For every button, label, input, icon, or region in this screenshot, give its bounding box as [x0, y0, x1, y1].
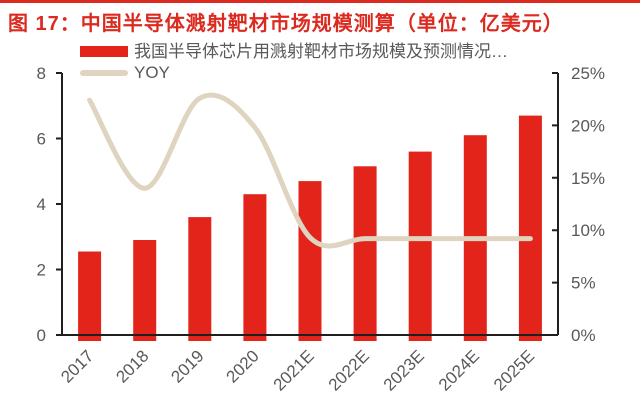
- right-axis-tick-label: 5%: [571, 274, 596, 293]
- axes: [56, 72, 559, 336]
- yoy-line: [87, 92, 533, 249]
- left-axis-tick-label: 4: [37, 195, 46, 214]
- top-rule: [0, 0, 640, 3]
- left-axis-tick-label: 8: [37, 64, 46, 83]
- bar-2025E: [518, 115, 542, 341]
- left-axis-tick-label: 2: [37, 261, 46, 280]
- bar-2017: [78, 251, 102, 341]
- legend-line-swatch-icon: [80, 69, 128, 76]
- x-axis-label-2022E: 2022E: [325, 346, 373, 394]
- left-axis-tick-label: 0: [37, 326, 46, 345]
- x-axis-label-2018: 2018: [112, 346, 152, 386]
- legend-item-bar: 我国半导体芯片用溅射靶材市场规模及预测情况…: [80, 41, 508, 62]
- bar-2019: [188, 217, 212, 341]
- x-axis-label-2021E: 2021E: [270, 346, 318, 394]
- right-axis-tick-label: 15%: [571, 169, 605, 188]
- x-axis-label-2020: 2020: [223, 346, 263, 386]
- legend-bar-label: 我国半导体芯片用溅射靶材市场规模及预测情况…: [134, 42, 508, 61]
- x-axis-label-2024E: 2024E: [435, 346, 483, 394]
- bar-2018: [133, 240, 157, 341]
- bar-2021E: [298, 181, 322, 341]
- right-axis-tick-label: 10%: [571, 221, 605, 240]
- legend: 我国半导体芯片用溅射靶材市场规模及预测情况… YOY: [80, 41, 508, 83]
- bar-2023E: [408, 151, 432, 341]
- x-axis-label-2025E: 2025E: [490, 346, 538, 394]
- figure-title: 图 17：中国半导体溅射靶材市场规模测算（单位：亿美元）: [8, 13, 564, 35]
- right-axis-tick-label: 0%: [571, 326, 596, 345]
- x-axis-label-2019: 2019: [167, 346, 207, 386]
- right-axis-tick-label: 25%: [571, 64, 605, 83]
- legend-item-yoy: YOY: [80, 62, 508, 83]
- right-axis-tick-label: 20%: [571, 116, 605, 135]
- bar-2020: [243, 194, 267, 341]
- bar-2022E: [353, 166, 377, 341]
- x-axis-label-2017: 2017: [57, 346, 97, 386]
- legend-yoy-label: YOY: [134, 63, 170, 82]
- left-axis-tick-label: 6: [37, 130, 46, 149]
- x-axis-label-2023E: 2023E: [380, 346, 428, 394]
- legend-bar-swatch-icon: [80, 46, 128, 57]
